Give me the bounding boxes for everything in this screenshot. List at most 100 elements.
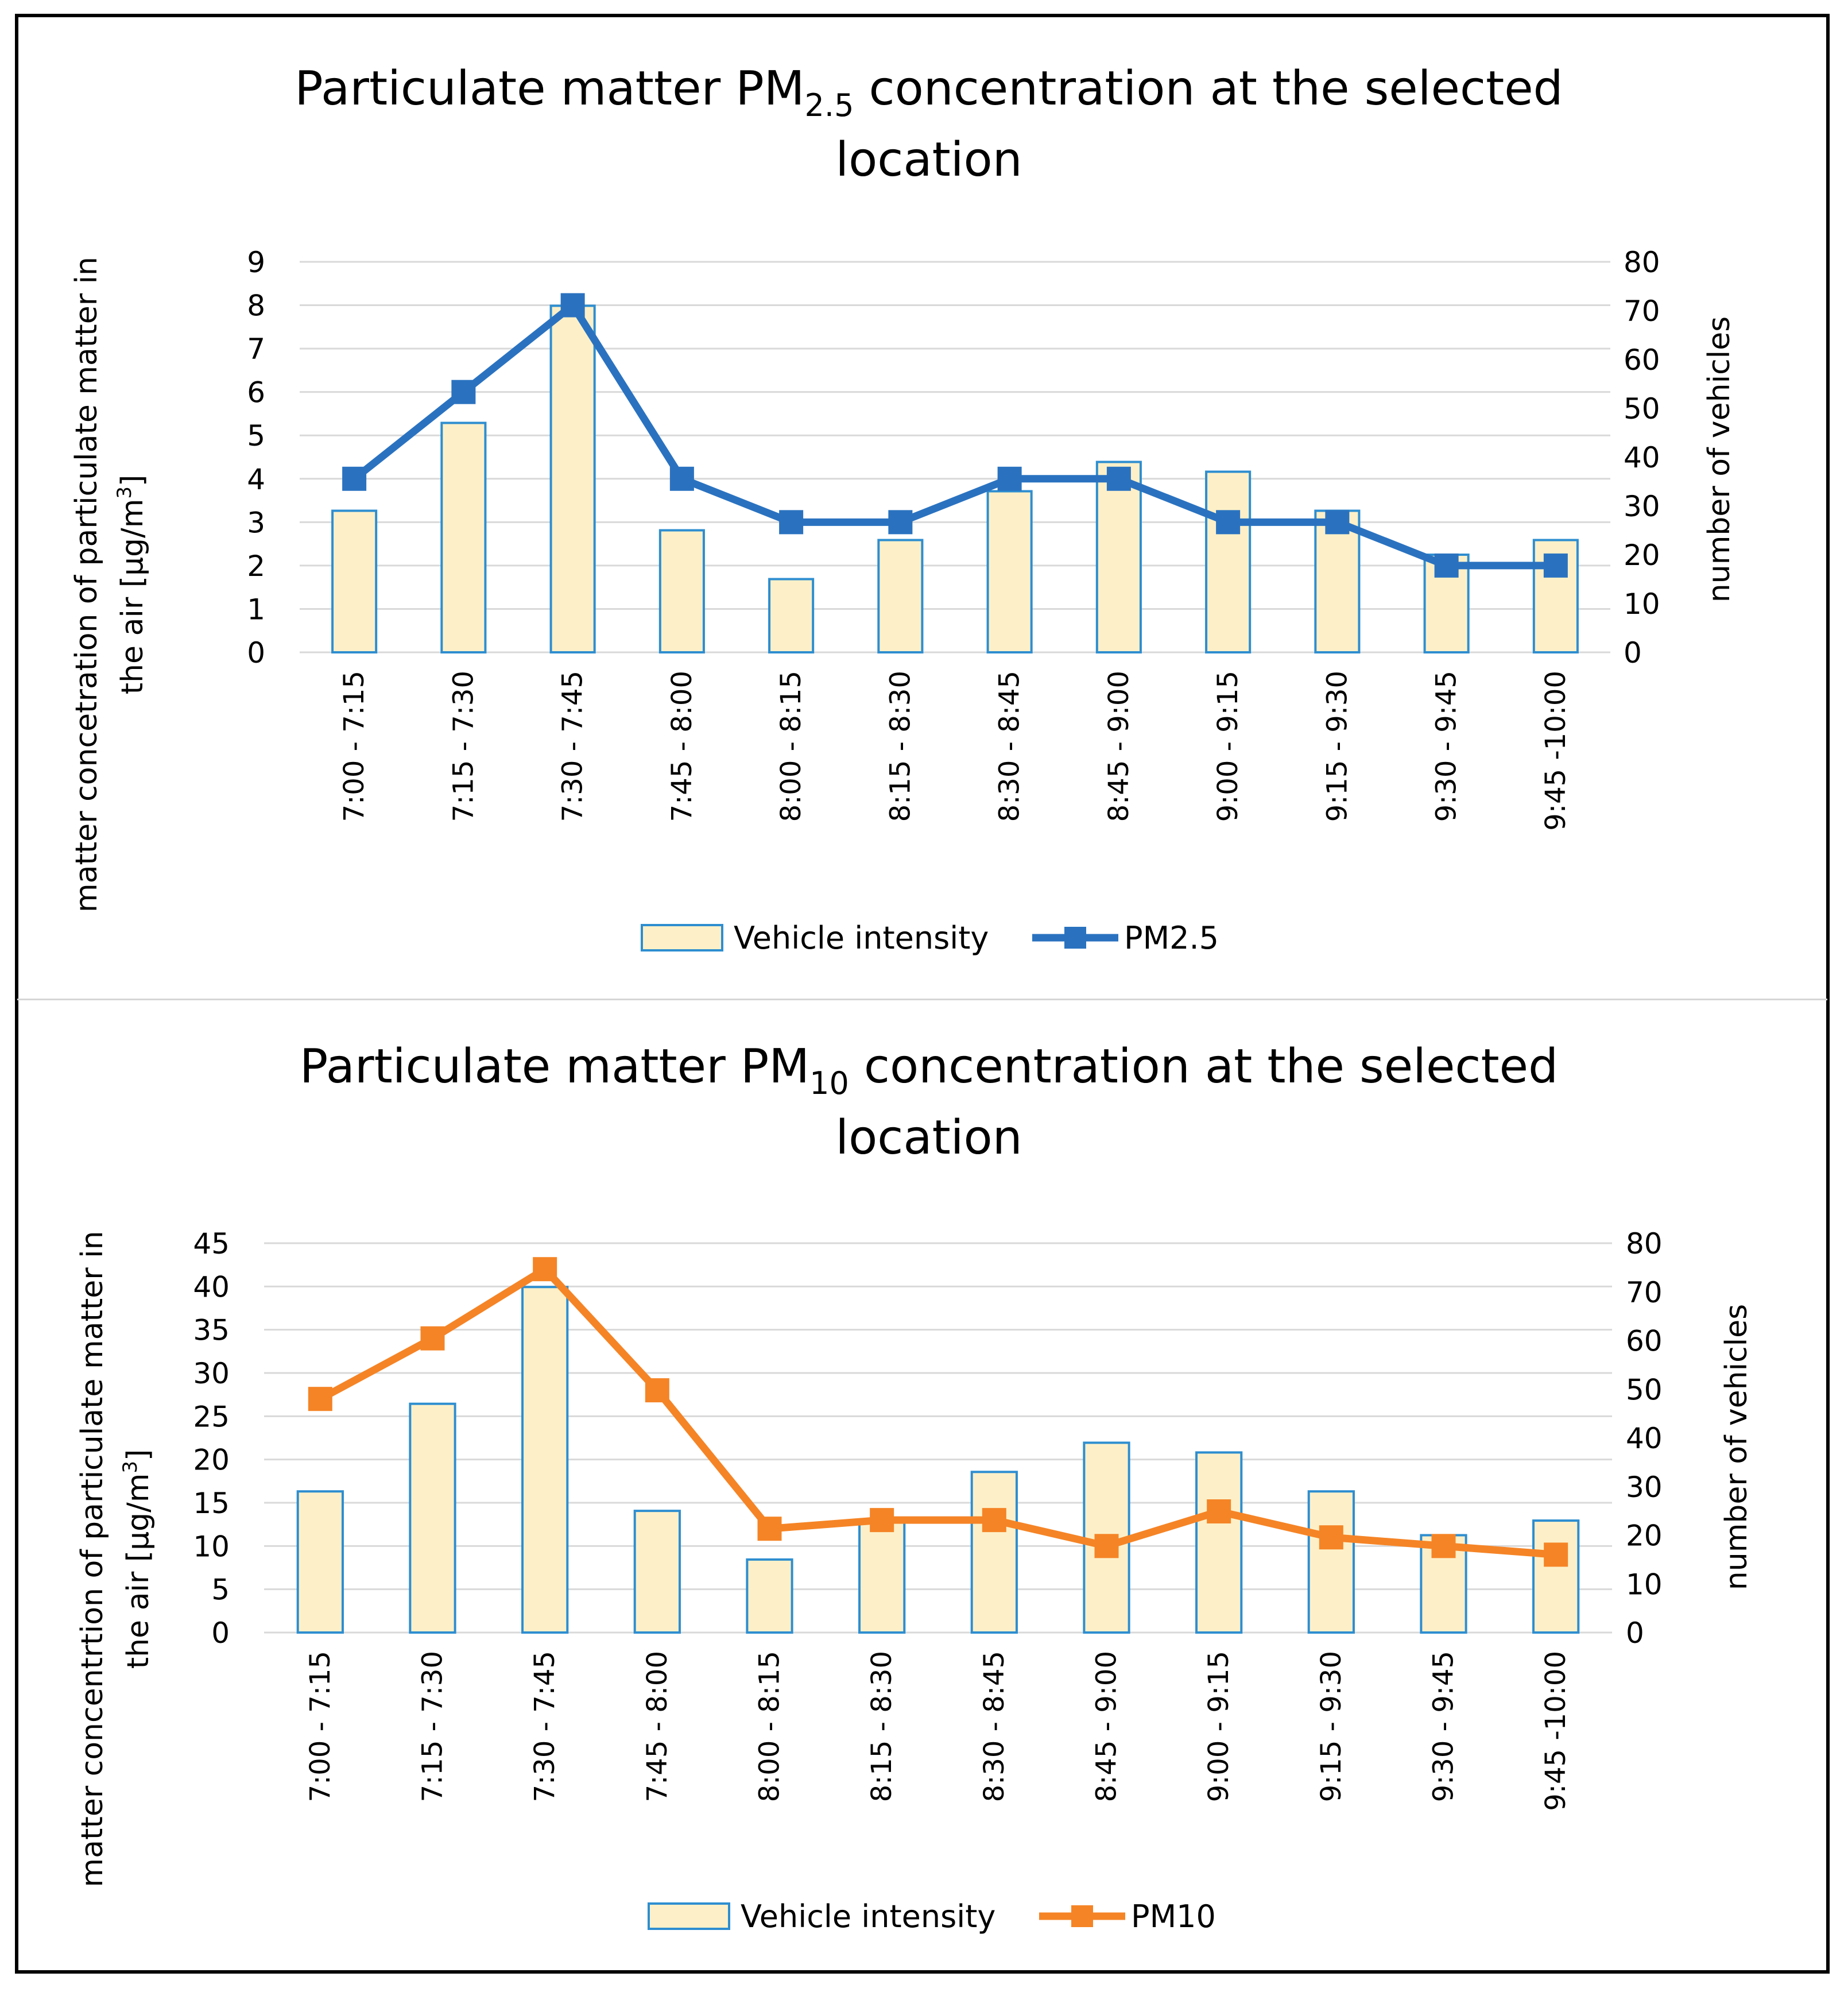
- pm25-right-tick-label: 80: [1624, 246, 1660, 279]
- pm10-y-right-label: number of vehicles: [1719, 1304, 1754, 1590]
- pm25-x-tick-label: 7:45 - 8:00: [666, 671, 698, 822]
- pm25-line-marker: [1106, 466, 1131, 491]
- pm10-left-tick-label: 5: [211, 1573, 230, 1607]
- pm25-vehicle-bar: [549, 304, 596, 653]
- pm25-legend-bar-label: Vehicle intensity: [734, 920, 989, 956]
- pm25-right-tick-label: 30: [1624, 490, 1660, 523]
- pm10-left-tick-label: 20: [193, 1444, 230, 1477]
- pm25-vehicle-bar: [1532, 539, 1579, 653]
- pm25-x-tick-label: 8:30 - 8:45: [994, 671, 1026, 822]
- pm10-vehicle-bar: [1307, 1490, 1355, 1634]
- pm25-x-tick-label: 7:15 - 7:30: [447, 671, 479, 822]
- pm10-legend-bar-label: Vehicle intensity: [741, 1898, 995, 1935]
- pm25-line: [352, 301, 1556, 570]
- pm10-left-tick-label: 40: [193, 1270, 230, 1303]
- pm10-chart-title: Particulate matter PM10 concentration at…: [300, 1039, 1558, 1101]
- pm25-legend-line-marker: [1064, 927, 1086, 949]
- pm10-vehicle-bar: [633, 1510, 681, 1634]
- pm25-left-tick-label: 9: [247, 246, 265, 279]
- pm10-x-tick-label: 8:00 - 8:15: [754, 1651, 786, 1802]
- pm10-legend-line-label: PM10: [1131, 1898, 1216, 1935]
- pm10-right-tick-label: 50: [1626, 1373, 1663, 1406]
- pm10-x-tick-label: 7:45 - 8:00: [641, 1651, 673, 1802]
- pm25-left-tick-label: 0: [247, 636, 265, 670]
- pm10-right-tick-label: 0: [1626, 1616, 1644, 1650]
- pm10-left-tick-label: 25: [193, 1400, 230, 1433]
- pm25-right-tick-label: 70: [1624, 295, 1660, 328]
- pm25-right-tick-label: 0: [1624, 636, 1642, 670]
- pm25-legend-line-label: PM2.5: [1124, 920, 1219, 956]
- pm10-x-tick-label: 9:15 - 9:30: [1315, 1651, 1347, 1802]
- pm25-x-tick-label: 7:30 - 7:45: [557, 671, 589, 822]
- pm10-right-tick-label: 40: [1626, 1422, 1663, 1455]
- pm25-right-tick-label: 50: [1624, 392, 1660, 426]
- pm25-x-tick-label: 9:15 - 9:30: [1321, 671, 1353, 822]
- pm10-x-tick-label: 8:15 - 8:30: [866, 1651, 898, 1802]
- pm25-left-tick-label: 7: [247, 332, 265, 366]
- pm10-x-tick-label: 9:30 - 9:45: [1428, 1651, 1460, 1802]
- pm10-line-marker: [533, 1257, 557, 1282]
- pm10-right-tick-label: 30: [1626, 1471, 1663, 1504]
- pm10-line-marker: [308, 1387, 332, 1411]
- pm25-line-marker: [560, 293, 585, 318]
- pm10-line-marker: [1094, 1534, 1119, 1558]
- pm25-vehicle-bar: [1095, 461, 1142, 653]
- pm10-chart: Particulate matter PM10 concentration at…: [75, 1039, 1754, 1935]
- pm25-right-tick-label: 60: [1624, 343, 1660, 377]
- pm10-line-marker: [420, 1326, 445, 1351]
- pm10-vehicle-bar: [1195, 1451, 1243, 1634]
- pm25-line-marker: [342, 466, 367, 491]
- pm10-left-tick-label: 15: [193, 1487, 230, 1520]
- pm25-x-tick-label: 8:15 - 8:30: [884, 671, 916, 822]
- pm25-right-tick-label: 40: [1624, 441, 1660, 474]
- pm10-vehicle-bar: [746, 1558, 793, 1634]
- pm25-left-tick-label: 3: [247, 506, 265, 539]
- pm10-left-tick-label: 0: [211, 1616, 230, 1650]
- pm25-x-tick-label: 7:00 - 7:15: [338, 671, 370, 822]
- pm10-y-left-label: matter concentrtion of particulate matte…: [75, 1231, 110, 1887]
- pm25-left-tick-label: 6: [247, 376, 265, 409]
- pm10-x-tick-label: 7:30 - 7:45: [529, 1651, 561, 1802]
- pm10-left-tick-label: 35: [193, 1314, 230, 1347]
- pm25-left-tick-label: 1: [247, 593, 265, 626]
- pm10-vehicle-bar: [521, 1286, 569, 1634]
- pm10-x-tick-label: 8:30 - 8:45: [978, 1651, 1010, 1802]
- pm10-line-marker: [1544, 1542, 1568, 1567]
- pm25-y-right-label: number of vehicles: [1702, 316, 1737, 602]
- pm25-chart-title: Particulate matter PM2.5 concentration a…: [295, 61, 1563, 123]
- pm25-line-marker: [1216, 510, 1241, 535]
- pm10-line-marker: [1207, 1499, 1231, 1524]
- pm10-left-tick-label: 30: [193, 1357, 230, 1390]
- pm10-right-tick-label: 20: [1626, 1519, 1663, 1553]
- pm25-vehicle-bar: [768, 578, 815, 653]
- pm10-legend-line-marker: [1071, 1905, 1093, 1927]
- pm10-legend-bar-swatch: [648, 1902, 730, 1930]
- pm25-chart-title-line2: location: [835, 133, 1022, 187]
- pm25-left-tick-label: 5: [247, 419, 265, 452]
- panel-divider: [17, 999, 1827, 1000]
- figure-frame: [15, 14, 1830, 1974]
- pm25-y-left-label: matter concetration of particulate matte…: [69, 257, 104, 912]
- pm10-line-marker: [645, 1378, 669, 1403]
- pm25-left-tick-label: 4: [247, 463, 265, 496]
- pm25-legend-bar-swatch: [641, 924, 723, 951]
- pm10-x-tick-label: 7:15 - 7:30: [417, 1651, 449, 1802]
- pm25-x-tick-label: 8:00 - 8:15: [775, 671, 807, 822]
- pm25-x-tick-label: 8:45 - 9:00: [1103, 671, 1135, 822]
- pm25-vehicle-bar: [1205, 470, 1252, 653]
- pm25-x-tick-label: 9:00 - 9:15: [1212, 671, 1244, 822]
- pm10-y-left-label-line2: the air [µg/m3]: [119, 1449, 156, 1669]
- pm10-vehicle-bar: [409, 1402, 456, 1634]
- pm10-right-tick-label: 80: [1626, 1227, 1663, 1260]
- pm10-line-marker: [1319, 1525, 1343, 1550]
- pm25-left-tick-label: 8: [247, 289, 265, 323]
- pm10-right-tick-label: 60: [1626, 1325, 1663, 1358]
- pm25-vehicle-bar: [877, 539, 924, 653]
- pm25-right-tick-label: 10: [1624, 587, 1660, 621]
- pm25-right-tick-label: 20: [1624, 539, 1660, 572]
- pm25-line-marker: [1325, 510, 1350, 535]
- pm10-left-tick-label: 10: [193, 1530, 230, 1563]
- pm10-line-marker: [1431, 1534, 1456, 1558]
- pm25-x-tick-label: 9:30 - 9:45: [1431, 671, 1463, 822]
- pm10-line-marker: [870, 1508, 894, 1533]
